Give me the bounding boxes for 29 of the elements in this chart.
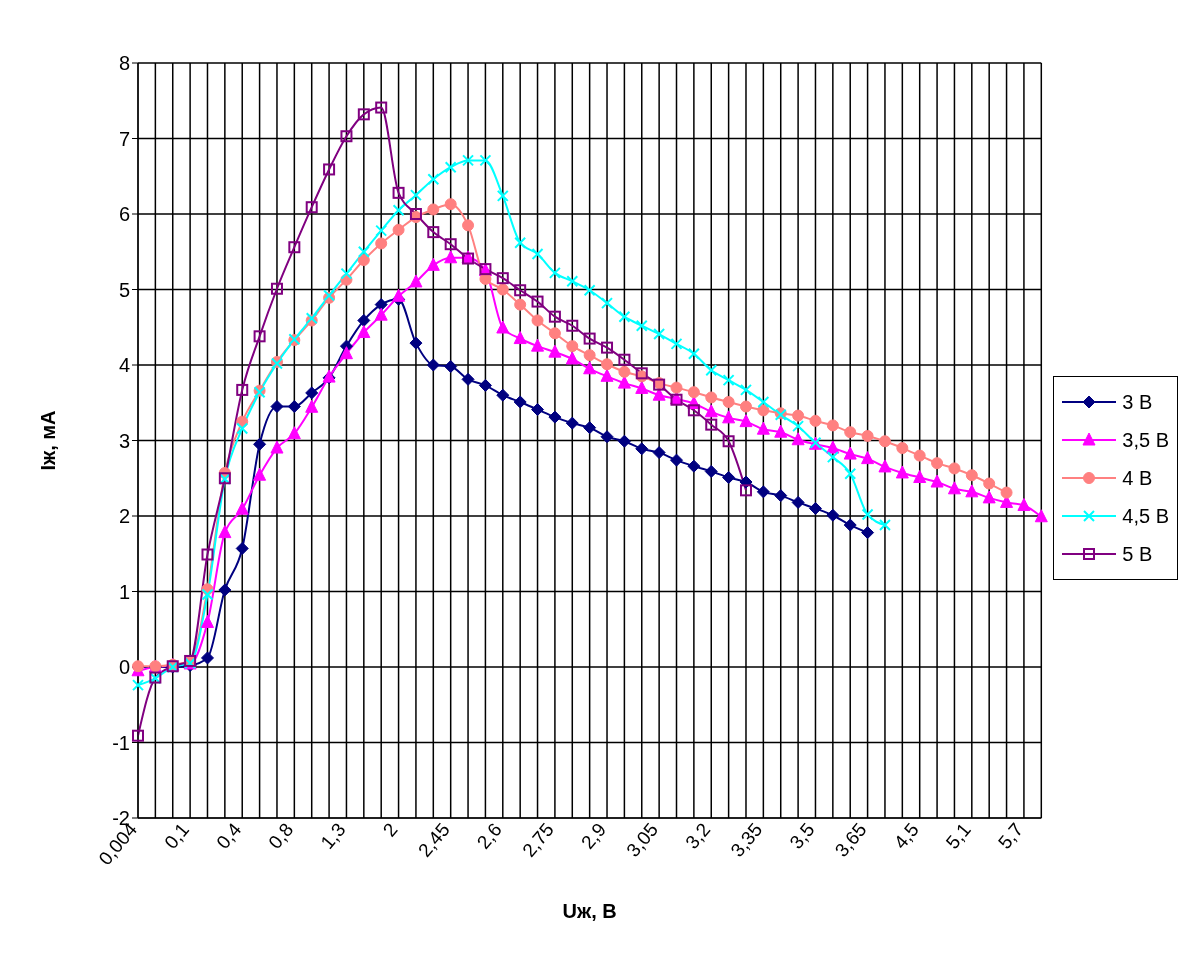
x-tick-label: 2,9: [577, 819, 611, 853]
y-tick-label: 6: [118, 203, 130, 226]
y-tick-label: 4: [118, 354, 130, 377]
y-tick-label: -1: [112, 731, 130, 754]
x-tick-label: 3,5: [785, 819, 819, 853]
y-tick-label: 0: [118, 656, 130, 679]
y-tick-label: 1: [118, 580, 130, 603]
x-tick-label: 2,6: [472, 819, 506, 853]
x-tick-label: 0,4: [212, 818, 246, 853]
y-tick-label: 2: [118, 505, 130, 528]
x-axis-title: Uж, В: [562, 900, 617, 922]
x-tick-label: 5,7: [993, 819, 1027, 853]
x-tick-label: 3,2: [681, 819, 715, 853]
y-tick-label: 7: [118, 127, 130, 150]
x-tick-label: 5,1: [941, 819, 975, 853]
legend-label: 4,5 В: [1122, 504, 1169, 528]
y-tick-label: 3: [118, 429, 130, 452]
x-tick-label: 2: [378, 819, 402, 841]
legend-label: 3,5 В: [1122, 428, 1169, 452]
x-tick-label: 1,3: [316, 819, 350, 853]
legend-label: 5 В: [1122, 542, 1153, 566]
y-axis-title: Iж, мА: [37, 410, 60, 471]
y-tick-label: 8: [118, 52, 130, 75]
y-tick-label: 5: [118, 278, 130, 301]
x-tick-label: 4,5: [889, 819, 923, 853]
x-tick-label: 0,8: [264, 819, 298, 853]
legend-label: 3 В: [1122, 390, 1153, 414]
legend-label: 4 В: [1122, 466, 1153, 490]
x-tick-label: 0,1: [160, 819, 194, 853]
